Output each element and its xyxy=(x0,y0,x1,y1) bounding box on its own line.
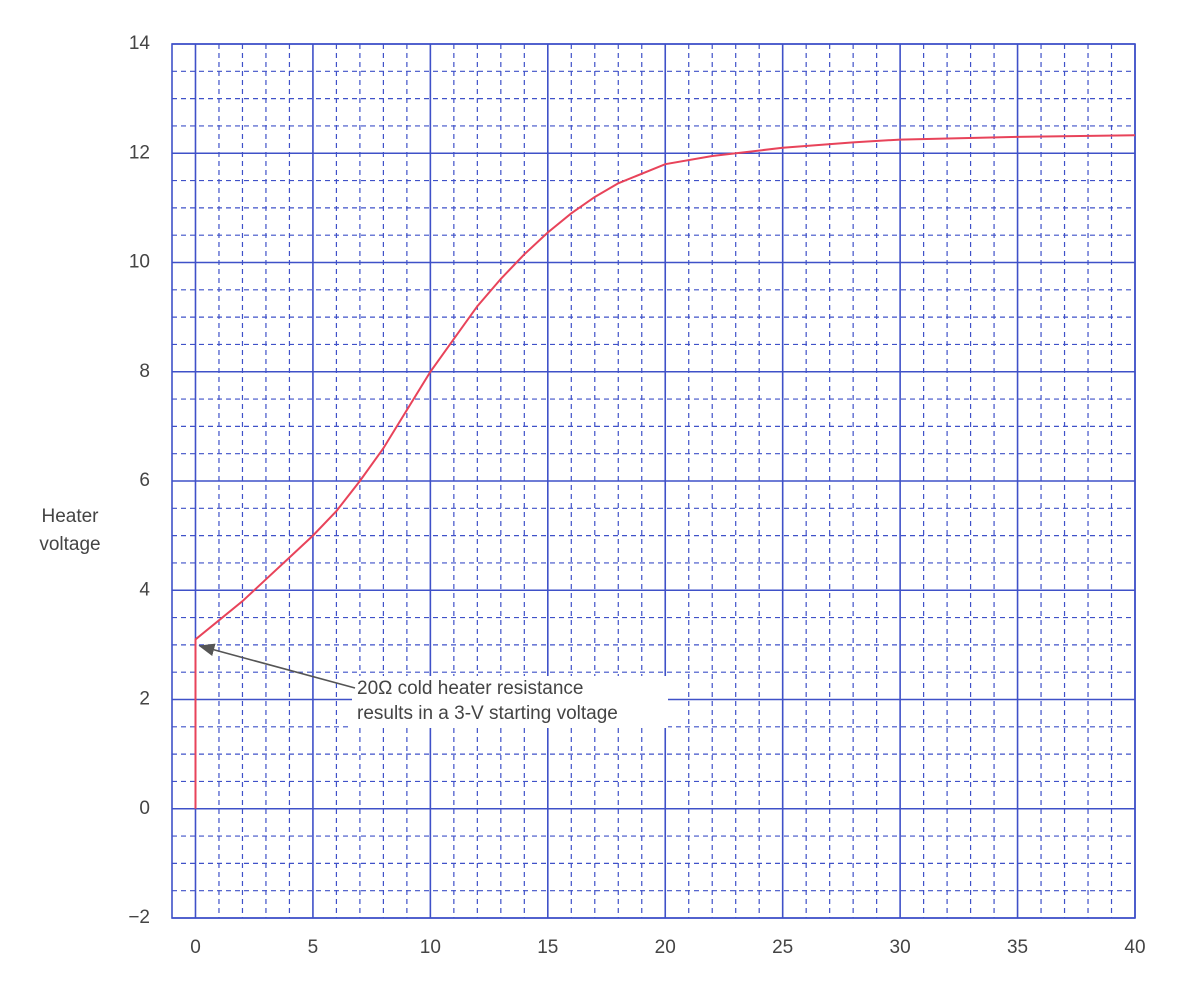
y-tick-label: 4 xyxy=(139,579,150,600)
y-tick-label: −2 xyxy=(128,907,150,928)
y-tick-label: 8 xyxy=(139,361,150,382)
x-tick-label: 40 xyxy=(1124,937,1145,958)
x-tick-label: 10 xyxy=(420,937,441,958)
x-tick-label: 30 xyxy=(890,937,911,958)
y-tick-label: 2 xyxy=(139,689,150,710)
annotation-background xyxy=(352,676,668,728)
x-tick-label: 20 xyxy=(655,937,676,958)
x-tick-label: 25 xyxy=(772,937,793,958)
annotation-text: results in a 3-V starting voltage xyxy=(357,703,618,724)
annotation-arrow xyxy=(198,643,356,689)
y-axis-label: Heater xyxy=(41,506,99,527)
x-tick-label: 5 xyxy=(308,937,319,958)
x-tick-label: 15 xyxy=(537,937,558,958)
y-tick-label: 0 xyxy=(139,798,150,819)
y-tick-label: 10 xyxy=(129,252,150,273)
y-axis-label: voltage xyxy=(39,534,100,555)
y-tick-label: 6 xyxy=(139,470,150,491)
x-tick-label: 35 xyxy=(1007,937,1028,958)
y-tick-label: 14 xyxy=(129,33,151,54)
plot-frame xyxy=(171,43,1136,919)
data-line xyxy=(194,134,1136,809)
x-tick-label: 0 xyxy=(190,937,201,958)
annotation-text: 20Ω cold heater resistance xyxy=(357,678,584,699)
y-tick-label: 12 xyxy=(129,142,150,163)
